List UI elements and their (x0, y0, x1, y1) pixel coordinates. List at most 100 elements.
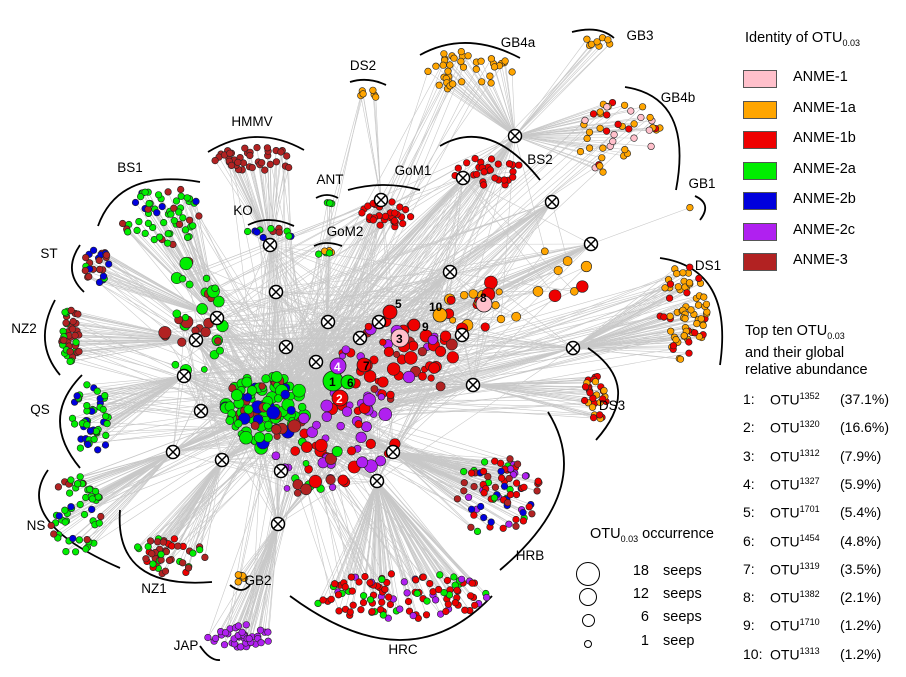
otu-node (347, 446, 357, 456)
otu-node (300, 483, 312, 496)
network-edge (269, 244, 333, 410)
network-edge (218, 301, 463, 336)
otu-node (426, 579, 434, 588)
network-edge (376, 480, 487, 594)
network-edge (350, 480, 378, 578)
site-label: GB3 (626, 28, 653, 43)
otu-node (498, 474, 506, 482)
occurrence-unit: seeps (663, 586, 702, 603)
legend-label: ANME-3 (793, 252, 848, 268)
network-edge (246, 431, 279, 525)
top-ten-rank: 5: (743, 504, 755, 521)
otu-node (67, 306, 75, 315)
otu-node (443, 576, 452, 585)
otu-node (277, 148, 285, 156)
otu-node (528, 510, 536, 518)
otu-node (325, 452, 337, 465)
legend-swatch (743, 253, 777, 271)
otu-node (521, 472, 530, 480)
network-edge (504, 60, 516, 137)
site-arc (207, 136, 305, 153)
network-edge (93, 451, 174, 544)
network-edge (77, 313, 197, 341)
network-edge (275, 291, 397, 355)
network-edge (172, 375, 185, 453)
otu-node (487, 518, 495, 526)
otu-node (234, 578, 242, 586)
site-arc (247, 219, 295, 227)
network-edge (327, 201, 553, 323)
otu-node (241, 144, 249, 152)
otu-node (627, 107, 635, 115)
otu-node (101, 441, 110, 449)
otu-node (73, 392, 81, 400)
otu-node (99, 405, 107, 414)
otu-node (402, 206, 410, 214)
seep-hub-cross (280, 341, 292, 353)
otu-node (172, 309, 182, 319)
network-edge (70, 339, 197, 352)
otu-node (666, 312, 674, 320)
seep-hub-cross (272, 518, 284, 530)
network-edge (183, 300, 479, 377)
network-edge (427, 71, 516, 137)
otu-node (378, 407, 393, 422)
otu-node (242, 621, 250, 629)
legend-title-sub: 0.03 (842, 37, 861, 48)
site-label: QS (30, 402, 50, 417)
otu-node (391, 209, 399, 217)
otu-node (491, 457, 499, 465)
otu-node (358, 209, 366, 217)
otu-node (226, 149, 234, 157)
otu-node (385, 593, 393, 601)
otu-node (349, 601, 357, 609)
otu-node (334, 591, 343, 599)
network-edge (61, 451, 174, 521)
otu-node (393, 350, 401, 358)
otu-node (253, 144, 261, 152)
otu-node (164, 239, 172, 247)
otu-node (679, 269, 687, 277)
otu-node (124, 228, 132, 236)
occurrence-unit: seeps (663, 609, 702, 626)
network-edge (514, 39, 588, 137)
otu-node (533, 487, 541, 495)
network-edge (66, 316, 197, 341)
network-edge (208, 199, 382, 295)
top-ten-rank: 1: (743, 391, 755, 407)
otu-node (234, 571, 242, 579)
network-edge (69, 451, 174, 494)
network-edge (265, 177, 464, 379)
network-edge (96, 375, 185, 432)
site-arc (439, 135, 541, 181)
otu-node (141, 188, 149, 196)
network-edge (205, 271, 451, 293)
otu-node (55, 512, 63, 520)
otu-node (271, 424, 282, 435)
otu-node (674, 283, 682, 291)
network-edge (572, 323, 697, 349)
network-edge (258, 347, 574, 420)
top-otu-label: 8 (480, 291, 487, 305)
otu-node (417, 347, 427, 357)
otu-node (170, 204, 178, 212)
otu-node (505, 520, 513, 528)
otu-node (62, 547, 70, 556)
otu-node (85, 485, 94, 494)
network-edge (128, 224, 218, 319)
network-edge (275, 291, 347, 350)
occurrence-circle (576, 562, 600, 586)
top-ten-rank: 8: (743, 589, 755, 606)
otu-node (54, 483, 63, 491)
otu-node (244, 227, 252, 236)
network-edge (572, 282, 690, 349)
otu-node (65, 489, 74, 497)
otu-node (319, 596, 327, 604)
network-edge (185, 263, 287, 348)
otu-node (264, 420, 273, 430)
otu-node (61, 308, 69, 316)
otu-node (450, 54, 458, 62)
otu-node (630, 134, 638, 142)
seep-hub-cross (275, 465, 287, 477)
otu-node (184, 564, 193, 572)
